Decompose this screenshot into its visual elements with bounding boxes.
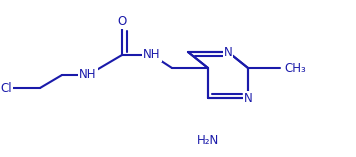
- Text: Cl: Cl: [0, 81, 12, 95]
- Text: N: N: [244, 92, 252, 105]
- Text: CH₃: CH₃: [284, 62, 306, 75]
- Text: NH: NH: [79, 68, 97, 81]
- Text: NH: NH: [143, 49, 161, 62]
- Text: N: N: [224, 46, 232, 59]
- Text: H₂N: H₂N: [197, 134, 219, 147]
- Text: O: O: [117, 15, 127, 28]
